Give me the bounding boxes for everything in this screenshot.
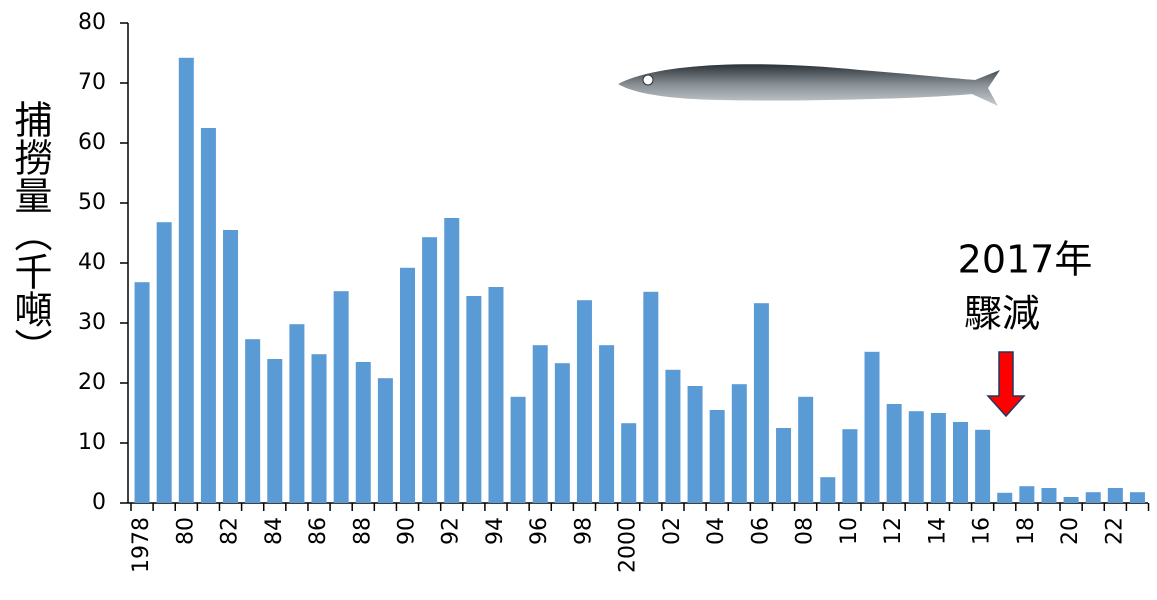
y-tick-label: 10 bbox=[78, 430, 106, 455]
x-tick-label: 14 bbox=[925, 517, 950, 545]
bar bbox=[687, 386, 703, 503]
bar bbox=[930, 413, 946, 503]
y-tick-label: 20 bbox=[78, 370, 106, 395]
bar bbox=[1063, 497, 1079, 503]
y-tick-label: 30 bbox=[78, 310, 106, 335]
x-tick-label: 08 bbox=[793, 517, 818, 545]
x-tick-label: 96 bbox=[527, 517, 552, 545]
x-tick-label: 82 bbox=[218, 517, 243, 545]
y-tick-label: 60 bbox=[78, 130, 106, 155]
bar bbox=[532, 345, 548, 503]
x-tick-label: 18 bbox=[1014, 517, 1039, 545]
bar bbox=[223, 230, 239, 503]
bar bbox=[753, 303, 769, 503]
bar bbox=[422, 237, 438, 503]
bar bbox=[178, 57, 194, 504]
x-tick-label: 12 bbox=[881, 517, 906, 545]
bar bbox=[311, 354, 327, 503]
y-tick-label: 0 bbox=[92, 490, 106, 515]
bar bbox=[776, 428, 792, 503]
x-tick-label: 84 bbox=[262, 517, 287, 545]
bar bbox=[1085, 492, 1101, 503]
x-tick-label: 86 bbox=[306, 517, 331, 545]
bar bbox=[554, 363, 570, 503]
bar bbox=[289, 324, 305, 503]
bar bbox=[400, 267, 415, 503]
x-tick-label: 94 bbox=[483, 517, 508, 545]
bar bbox=[200, 128, 216, 503]
bar bbox=[798, 396, 814, 503]
bar bbox=[709, 410, 725, 503]
bar bbox=[731, 384, 747, 503]
x-tick-label: 20 bbox=[1058, 517, 1083, 545]
bar bbox=[156, 222, 172, 503]
annotation: 驟減 bbox=[964, 292, 1040, 336]
x-tick-label: 04 bbox=[704, 517, 729, 545]
x-tick-label: 06 bbox=[748, 517, 773, 545]
x-tick-label: 88 bbox=[350, 517, 375, 545]
bar bbox=[643, 291, 659, 503]
bar bbox=[267, 359, 283, 503]
bar bbox=[997, 492, 1013, 503]
bar bbox=[886, 404, 902, 503]
x-tick-label: 2000 bbox=[616, 517, 641, 573]
x-tick-label: 02 bbox=[660, 517, 685, 545]
bar bbox=[355, 362, 371, 503]
bar bbox=[621, 423, 637, 503]
bar bbox=[444, 218, 460, 503]
bar bbox=[576, 300, 592, 503]
bar bbox=[599, 345, 615, 503]
fish-illustration bbox=[618, 64, 1000, 106]
x-tick-label: 22 bbox=[1102, 517, 1127, 545]
y-tick-label: 40 bbox=[78, 250, 106, 275]
y-tick-label: 80 bbox=[78, 10, 106, 35]
bar bbox=[1041, 488, 1057, 503]
bar bbox=[864, 351, 880, 503]
bar bbox=[908, 411, 924, 503]
bar bbox=[1129, 492, 1145, 503]
x-tick-label: 90 bbox=[395, 517, 420, 545]
bar bbox=[820, 477, 836, 503]
x-tick-label: 10 bbox=[837, 517, 862, 545]
annotation: 2017年 bbox=[958, 238, 1093, 282]
y-axis-title: 捕撈量（千噸） bbox=[8, 100, 52, 366]
x-tick-label: 92 bbox=[439, 517, 464, 545]
x-tick-label: 16 bbox=[970, 517, 995, 545]
bar bbox=[466, 296, 482, 503]
y-tick-label: 50 bbox=[78, 190, 106, 215]
x-tick-label: 80 bbox=[173, 517, 198, 545]
bar bbox=[953, 422, 968, 503]
bar bbox=[333, 291, 349, 503]
bar bbox=[488, 287, 504, 503]
bar bbox=[134, 282, 150, 503]
bar bbox=[975, 429, 991, 503]
x-tick-label: 98 bbox=[571, 517, 596, 545]
bar bbox=[1019, 486, 1035, 503]
bar bbox=[245, 339, 261, 503]
bar bbox=[1107, 488, 1123, 503]
bar bbox=[510, 396, 526, 503]
annotation-arrow bbox=[986, 351, 1026, 418]
bar bbox=[377, 378, 393, 503]
y-tick-label: 70 bbox=[78, 70, 106, 95]
bar bbox=[842, 429, 858, 503]
bar bbox=[665, 369, 681, 503]
x-tick-label: 1978 bbox=[129, 517, 154, 573]
